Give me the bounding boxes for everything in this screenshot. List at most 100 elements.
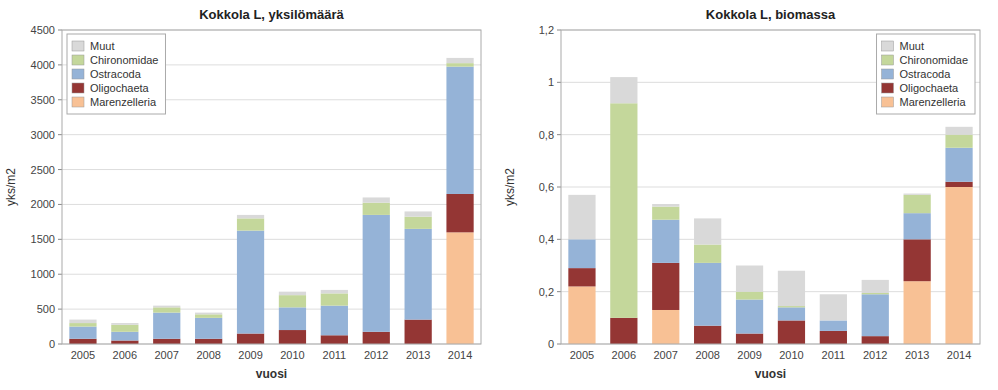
- bar: [904, 281, 931, 344]
- legend-swatch: [72, 69, 84, 79]
- bar: [652, 263, 679, 310]
- bar: [736, 300, 763, 334]
- bar: [363, 197, 390, 202]
- tick-mark: [557, 134, 561, 135]
- chart-title: Kokkola L, yksilömäärä: [199, 7, 344, 22]
- axis-label: yks/m2: [4, 168, 18, 206]
- bar: [237, 215, 264, 218]
- tick-label: 4500: [31, 24, 55, 36]
- bar: [153, 307, 180, 312]
- plot-background: [561, 30, 980, 344]
- bar: [111, 332, 138, 341]
- y-axis: 050010001500200025003000350040004500: [31, 24, 481, 350]
- grid-line: [62, 134, 481, 135]
- bar: [945, 187, 972, 344]
- bar: [279, 292, 306, 295]
- bar: [195, 313, 222, 315]
- bar: [945, 127, 972, 135]
- bar: [862, 293, 889, 294]
- bar: [904, 213, 931, 239]
- tick-mark: [58, 99, 62, 100]
- legend-swatch: [72, 83, 84, 93]
- tick-label: 3500: [31, 94, 55, 106]
- bar: [694, 245, 721, 263]
- tick-label: 0: [49, 338, 55, 350]
- bar: [652, 207, 679, 220]
- bar: [111, 323, 138, 325]
- tick-mark: [58, 134, 62, 135]
- tick-label: 2010: [280, 349, 304, 361]
- bar: [111, 325, 138, 332]
- bar: [568, 268, 595, 286]
- bar: [153, 306, 180, 308]
- bar: [904, 194, 931, 195]
- bar: [778, 307, 805, 320]
- bar: [820, 294, 847, 320]
- bar: [279, 307, 306, 330]
- tick-mark: [58, 274, 62, 275]
- chart-title: Kokkola L, biomassa: [706, 7, 836, 22]
- tick-label: 2013: [406, 349, 430, 361]
- tick-mark: [58, 204, 62, 205]
- tick-label: 1500: [31, 233, 55, 245]
- tick-label: 2012: [364, 349, 388, 361]
- bar: [778, 306, 805, 307]
- tick-label: 0: [548, 338, 554, 350]
- bar: [446, 63, 473, 66]
- tick-label: 0,8: [539, 129, 554, 141]
- legend-label: Ostracoda: [900, 68, 952, 80]
- axis-label: yks/m2: [503, 168, 517, 206]
- tick-label: 2000: [31, 198, 55, 210]
- bar: [736, 334, 763, 344]
- tick-label: 2500: [31, 164, 55, 176]
- legend-box: [877, 34, 975, 114]
- bar: [195, 318, 222, 339]
- tick-label: 500: [37, 303, 55, 315]
- bar: [279, 330, 306, 344]
- bar: [736, 266, 763, 292]
- tick-label: 2005: [71, 349, 95, 361]
- bar: [568, 195, 595, 239]
- bar: [568, 239, 595, 268]
- y-axis: 00,20,40,60,811,2: [539, 24, 980, 350]
- legend-swatch: [72, 97, 84, 107]
- legend-label: Oligochaeta: [900, 82, 960, 94]
- bar: [820, 331, 847, 344]
- bar: [945, 148, 972, 182]
- tick-mark: [557, 82, 561, 83]
- tick-mark: [58, 239, 62, 240]
- grid-line: [62, 204, 481, 205]
- bar: [610, 318, 637, 344]
- bar: [153, 313, 180, 339]
- bar: [446, 67, 473, 194]
- bar: [694, 263, 721, 326]
- legend-label: Oligochaeta: [90, 82, 150, 94]
- bar: [904, 195, 931, 213]
- tick-label: 2011: [822, 349, 846, 361]
- x-axis: 2005200620072008200920102011201220132014: [71, 349, 473, 361]
- tick-mark: [557, 239, 561, 240]
- tick-label: 2014: [947, 349, 971, 361]
- bar: [237, 334, 264, 344]
- bar: [237, 231, 264, 334]
- tick-label: 2008: [695, 349, 719, 361]
- bar: [446, 58, 473, 63]
- tick-label: 2006: [113, 349, 137, 361]
- bar: [321, 306, 348, 336]
- legend: MuutChironomidaeOstracodaOligochaetaMare…: [67, 34, 165, 114]
- tick-label: 2005: [570, 349, 594, 361]
- bar: [195, 339, 222, 344]
- tick-label: 1000: [31, 268, 55, 280]
- tick-label: 2014: [448, 349, 472, 361]
- bar: [363, 332, 390, 344]
- legend-box: [67, 34, 165, 114]
- bar: [69, 323, 96, 326]
- plot-frame: [561, 30, 980, 344]
- bar: [652, 310, 679, 344]
- tick-label: 2009: [238, 349, 262, 361]
- tick-label: 0,6: [539, 181, 554, 193]
- tick-mark: [58, 30, 62, 31]
- bar: [69, 327, 96, 339]
- bar: [610, 103, 637, 318]
- tick-label: 1: [548, 76, 554, 88]
